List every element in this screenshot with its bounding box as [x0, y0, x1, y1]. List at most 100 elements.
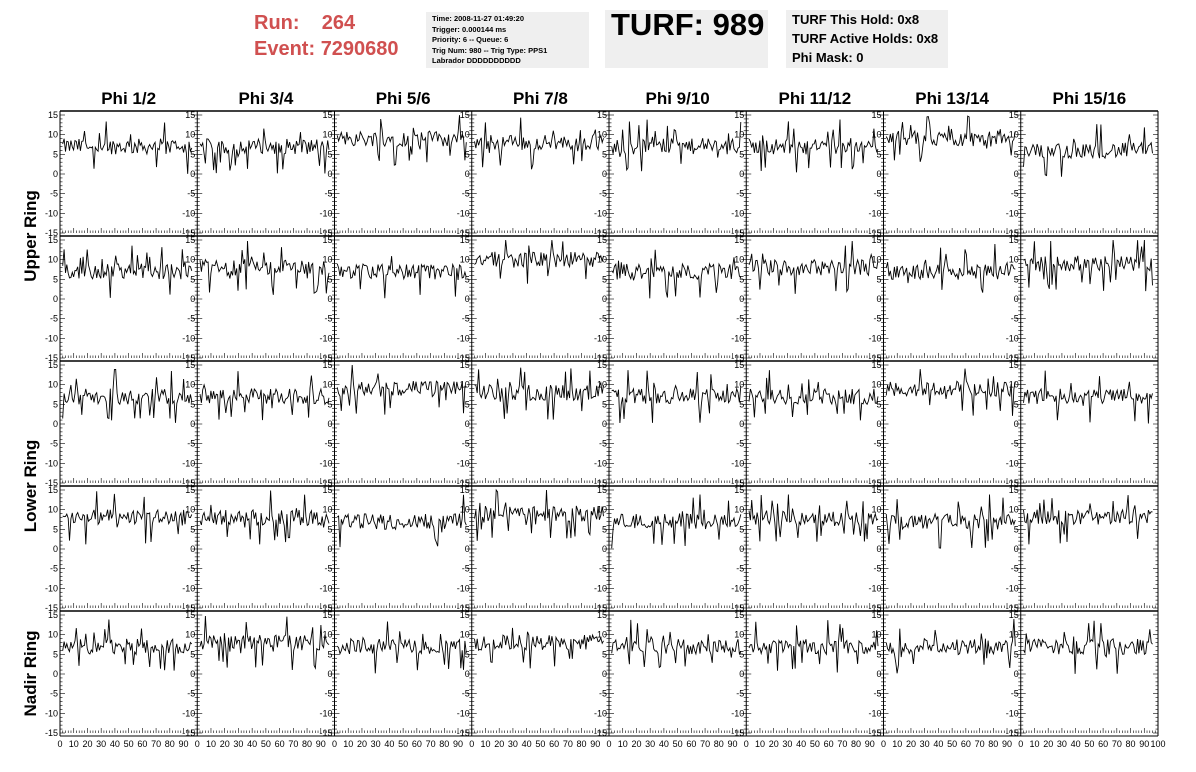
- x-tick-label: 60: [824, 739, 834, 749]
- y-tick-label: -10: [731, 333, 744, 343]
- y-tick-label: 10: [322, 130, 332, 140]
- y-tick-label: 5: [465, 399, 470, 409]
- y-tick-label: -5: [462, 439, 470, 449]
- y-tick-label: 5: [190, 274, 195, 284]
- y-tick-label: -5: [599, 439, 607, 449]
- y-tick-label: 15: [322, 360, 332, 370]
- turf-number: TURF: 989: [611, 7, 765, 42]
- y-tick-label: 0: [876, 419, 881, 429]
- y-tick-label: -15: [457, 728, 470, 738]
- y-tick-label: 5: [327, 149, 332, 159]
- y-tick-label: -5: [50, 439, 58, 449]
- ring-title: Nadir Ring: [21, 631, 40, 717]
- y-tick-label: -15: [731, 228, 744, 238]
- y-tick-label: -10: [182, 583, 195, 593]
- y-tick-label: 0: [190, 544, 195, 554]
- y-tick-label: -5: [736, 314, 744, 324]
- y-tick-label: 15: [460, 485, 470, 495]
- run-row: Run: 264: [254, 10, 399, 36]
- y-tick-label: 10: [185, 380, 195, 390]
- y-tick-label: 5: [1014, 149, 1019, 159]
- y-tick-label: 0: [1014, 419, 1019, 429]
- y-tick-label: 15: [185, 110, 195, 120]
- y-tick-label: 10: [460, 380, 470, 390]
- y-tick-label: 5: [190, 399, 195, 409]
- y-tick-label: 15: [48, 485, 58, 495]
- x-tick-label: 20: [1043, 739, 1053, 749]
- y-tick-label: -5: [50, 189, 58, 199]
- waveform-trace: [62, 369, 193, 423]
- y-tick-label: 15: [1009, 610, 1019, 620]
- y-tick-label: 0: [1014, 294, 1019, 304]
- y-tick-label: -5: [324, 439, 332, 449]
- y-tick-label: 15: [597, 360, 607, 370]
- y-tick-label: 5: [876, 524, 881, 534]
- y-tick-label: 15: [460, 360, 470, 370]
- x-tick-label: 10: [892, 739, 902, 749]
- y-tick-label: 5: [1014, 274, 1019, 284]
- y-tick-label: 0: [53, 419, 58, 429]
- x-tick-label: 70: [1112, 739, 1122, 749]
- y-tick-label: 5: [190, 524, 195, 534]
- y-tick-label: 10: [734, 130, 744, 140]
- info-line-labrador: Labrador DDDDDDDDDD: [432, 56, 521, 65]
- y-tick-label: -10: [731, 208, 744, 218]
- y-tick-label: 5: [465, 524, 470, 534]
- y-tick-label: 15: [322, 235, 332, 245]
- x-tick-label: 80: [165, 739, 175, 749]
- y-tick-label: 5: [327, 524, 332, 534]
- x-tick-label: 90: [1002, 739, 1012, 749]
- waveform-trace: [611, 494, 742, 549]
- y-tick-label: 15: [734, 110, 744, 120]
- x-tick-label: 60: [961, 739, 971, 749]
- x-tick-label: 70: [563, 739, 573, 749]
- waveform-trace: [611, 119, 742, 172]
- y-tick-label: 0: [602, 544, 607, 554]
- y-tick-label: 5: [327, 274, 332, 284]
- y-tick-label: 5: [1014, 399, 1019, 409]
- y-tick-label: -5: [873, 314, 881, 324]
- y-tick-label: 10: [871, 380, 881, 390]
- waveform-trace: [62, 121, 193, 174]
- y-tick-label: 15: [597, 485, 607, 495]
- x-tick-label: 70: [975, 739, 985, 749]
- event-value: 7290680: [320, 38, 399, 60]
- waveform-trace: [474, 488, 604, 541]
- y-tick-label: -10: [731, 458, 744, 468]
- y-tick-label: 5: [465, 274, 470, 284]
- y-tick-label: -10: [1006, 708, 1019, 718]
- y-tick-label: -5: [324, 689, 332, 699]
- y-tick-label: -10: [1006, 458, 1019, 468]
- x-tick-label: 90: [865, 739, 875, 749]
- x-tick-label: 30: [1057, 739, 1067, 749]
- waveform-trace: [336, 256, 467, 299]
- y-tick-label: -5: [50, 689, 58, 699]
- y-tick-label: -10: [319, 583, 332, 593]
- y-tick-label: 10: [185, 130, 195, 140]
- y-tick-label: -15: [868, 478, 881, 488]
- y-tick-label: 5: [739, 274, 744, 284]
- y-tick-label: -10: [45, 333, 58, 343]
- y-tick-label: 15: [48, 610, 58, 620]
- y-tick-label: 10: [460, 130, 470, 140]
- y-tick-label: -10: [319, 333, 332, 343]
- y-tick-label: -15: [45, 228, 58, 238]
- waveform-trace: [336, 115, 467, 166]
- y-tick-label: 10: [734, 255, 744, 265]
- waveform-trace: [1023, 370, 1153, 424]
- column-title: Phi 9/10: [645, 89, 709, 108]
- y-tick-label: 0: [53, 669, 58, 679]
- x-tick-label: 80: [439, 739, 449, 749]
- y-tick-label: 5: [465, 149, 470, 159]
- x-tick-label: 30: [782, 739, 792, 749]
- y-tick-label: -15: [45, 353, 58, 363]
- x-tick-label: 60: [275, 739, 285, 749]
- y-tick-label: 5: [876, 649, 881, 659]
- x-tick-label: 80: [714, 739, 724, 749]
- y-tick-label: 0: [739, 169, 744, 179]
- x-tick-label: 20: [82, 739, 92, 749]
- y-tick-label: 0: [602, 294, 607, 304]
- y-tick-label: -10: [45, 208, 58, 218]
- x-tick-label: 0: [332, 739, 337, 749]
- y-tick-label: -5: [462, 314, 470, 324]
